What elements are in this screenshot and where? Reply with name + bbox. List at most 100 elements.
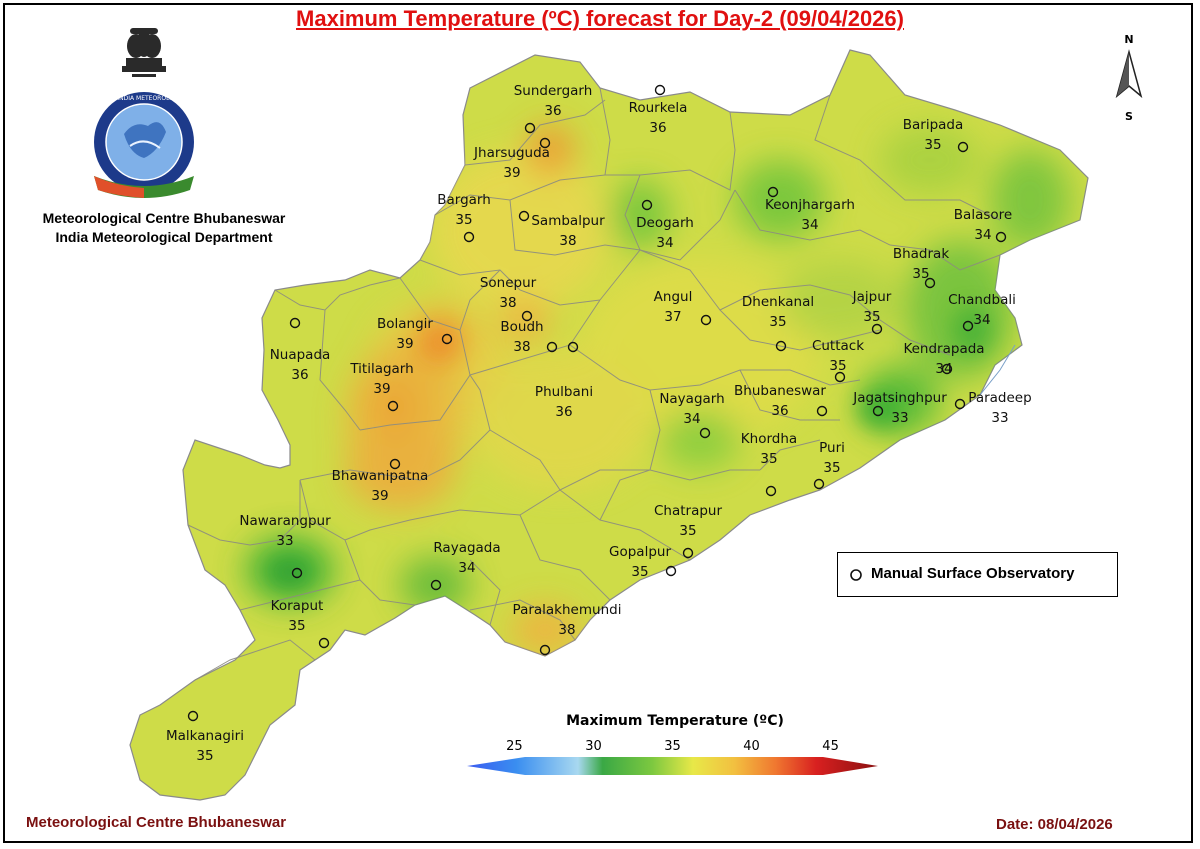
station-temp-bolangir: 39 <box>396 336 413 352</box>
station-name-chatrapur: Chatrapur <box>654 503 722 519</box>
station-marker-koraput <box>318 637 330 649</box>
station-name-kendrapada: Kendrapada <box>903 341 984 357</box>
station-marker-jajpur <box>871 323 883 335</box>
station-name-bhubaneswar: Bhubaneswar <box>734 383 826 399</box>
station-name-nayagarh: Nayagarh <box>659 391 724 407</box>
station-marker-sonepur <box>521 310 533 322</box>
colorbar-title: Maximum Temperature (ºC) <box>566 713 784 729</box>
station-marker-bhubaneswar <box>816 405 828 417</box>
station-marker-jharsuguda <box>539 137 551 149</box>
north-label: N <box>1124 33 1133 46</box>
station-temp-jagatsinghpur: 33 <box>891 410 908 426</box>
station-name-rayagada: Rayagada <box>433 540 500 556</box>
north-arrow: N S <box>1115 33 1143 123</box>
colorbar-tick-45: 45 <box>822 739 839 754</box>
station-marker-keonjhargarh <box>767 186 779 198</box>
station-temp-titilagarh: 39 <box>373 381 390 397</box>
station-marker-jagatsinghpur <box>872 405 884 417</box>
station-name-dhenkanal: Dhenkanal <box>742 294 814 310</box>
station-temp-bhubaneswar: 36 <box>771 403 788 419</box>
station-marker-titilagarh <box>387 400 399 412</box>
station-name-malkanagiri: Malkanagiri <box>166 728 244 744</box>
footer-date: Date: 08/04/2026 <box>996 816 1113 833</box>
station-temp-jajpur: 35 <box>863 309 880 325</box>
national-emblem-icon <box>122 28 166 77</box>
station-temp-bargarh: 35 <box>455 212 472 228</box>
station-name-deogarh: Deogarh <box>636 215 694 231</box>
footer-organization: Meteorological Centre Bhubaneswar <box>26 814 287 831</box>
station-marker-rourkela <box>654 84 666 96</box>
station-name-khordha: Khordha <box>741 431 797 447</box>
station-marker-angul <box>700 314 712 326</box>
station-marker-deogarh <box>641 199 653 211</box>
station-temp-khordha: 35 <box>760 451 777 467</box>
station-temp-malkanagiri: 35 <box>196 748 213 764</box>
imd-seal-icon: भारत मौसम विज्ञान विभाग · INDIA METEOROL… <box>86 92 202 192</box>
station-temp-balasore: 34 <box>974 227 991 243</box>
station-temp-puri: 35 <box>823 460 840 476</box>
observatory-legend: Manual Surface Observatory <box>837 552 1118 597</box>
station-temp-cuttack: 35 <box>829 358 846 374</box>
station-marker-chatrapur <box>682 547 694 559</box>
station-name-nawarangpur: Nawarangpur <box>239 513 331 529</box>
station-marker-nawarangpur <box>291 567 303 579</box>
station-temp-sundergarh: 36 <box>544 103 561 119</box>
imd-logo: भारत मौसम विज्ञान विभाग · INDIA METEOROL… <box>86 28 202 198</box>
station-marker-bargarh <box>463 231 475 243</box>
station-marker-chandbali <box>962 320 974 332</box>
district-boundaries <box>187 87 1001 681</box>
station-temp-phulbani: 36 <box>555 404 572 420</box>
station-temp-baripada: 35 <box>924 137 941 153</box>
station-marker-phulbani <box>567 341 579 353</box>
station-name-bargarh: Bargarh <box>437 192 491 208</box>
colorbar-tick-25: 25 <box>506 739 523 754</box>
station-name-koraput: Koraput <box>271 598 324 614</box>
organization-name: Meteorological Centre Bhubaneswar <box>42 210 286 226</box>
station-name-balasore: Balasore <box>954 207 1012 223</box>
station-name-jharsuguda: Jharsuguda <box>473 145 550 161</box>
station-name-chandbali: Chandbali <box>948 292 1016 308</box>
station-name-gopalpur: Gopalpur <box>609 544 671 560</box>
station-temp-kendrapada: 34 <box>935 361 952 377</box>
station-name-sundergarh: Sundergarh <box>514 83 593 99</box>
station-temp-dhenkanal: 35 <box>769 314 786 330</box>
station-temp-angul: 37 <box>664 309 681 325</box>
station-marker-khordha <box>765 485 777 497</box>
station-name-nuapada: Nuapada <box>270 347 331 363</box>
station-temp-deogarh: 34 <box>656 235 673 251</box>
station-temp-paralakhemundi: 38 <box>558 622 575 638</box>
station-temp-koraput: 35 <box>288 618 305 634</box>
station-name-titilagarh: Titilagarh <box>349 361 413 377</box>
station-name-phulbani: Phulbani <box>535 384 593 400</box>
station-temp-nawarangpur: 33 <box>276 533 293 549</box>
station-name-angul: Angul <box>654 289 693 305</box>
observatory-legend-label: Manual Surface Observatory <box>871 565 1075 582</box>
station-temp-chandbali: 34 <box>973 312 990 328</box>
station-marker-bhadrak <box>924 277 936 289</box>
station-name-paralakhemundi: Paralakhemundi <box>513 602 622 618</box>
station-name-sambalpur: Sambalpur <box>531 213 605 229</box>
department-name: India Meteorological Department <box>55 229 273 245</box>
station-marker-dhenkanal <box>775 340 787 352</box>
logo-text: भारत मौसम विज्ञान विभाग · INDIA METEOROL… <box>86 94 202 102</box>
station-layer: Sundergarh 36 Rourkela 36 Jharsuguda 39 Baripa… <box>166 83 1032 764</box>
station-temp-rayagada: 34 <box>458 560 475 576</box>
station-name-keonjhargarh: Keonjhargarh <box>765 197 855 213</box>
station-marker-balasore <box>995 231 1007 243</box>
station-name-sonepur: Sonepur <box>480 275 537 291</box>
station-temp-bhawanipatna: 39 <box>371 488 388 504</box>
station-marker-rayagada <box>430 579 442 591</box>
station-name-jagatsinghpur: Jagatsinghpur <box>852 390 947 406</box>
station-marker-baripada <box>957 141 969 153</box>
station-marker-paradeep <box>954 398 966 410</box>
station-marker-nayagarh <box>699 427 711 439</box>
station-name-bhawanipatna: Bhawanipatna <box>332 468 429 484</box>
temperature-colorbar: Maximum Temperature (ºC) 25 30 35 40 45 <box>467 713 878 775</box>
station-temp-rourkela: 36 <box>649 120 666 136</box>
station-marker-gopalpur <box>665 565 677 577</box>
colorbar-tick-30: 30 <box>585 739 602 754</box>
station-name-rourkela: Rourkela <box>629 100 688 116</box>
station-temp-chatrapur: 35 <box>679 523 696 539</box>
station-marker-kendrapada <box>941 363 953 375</box>
